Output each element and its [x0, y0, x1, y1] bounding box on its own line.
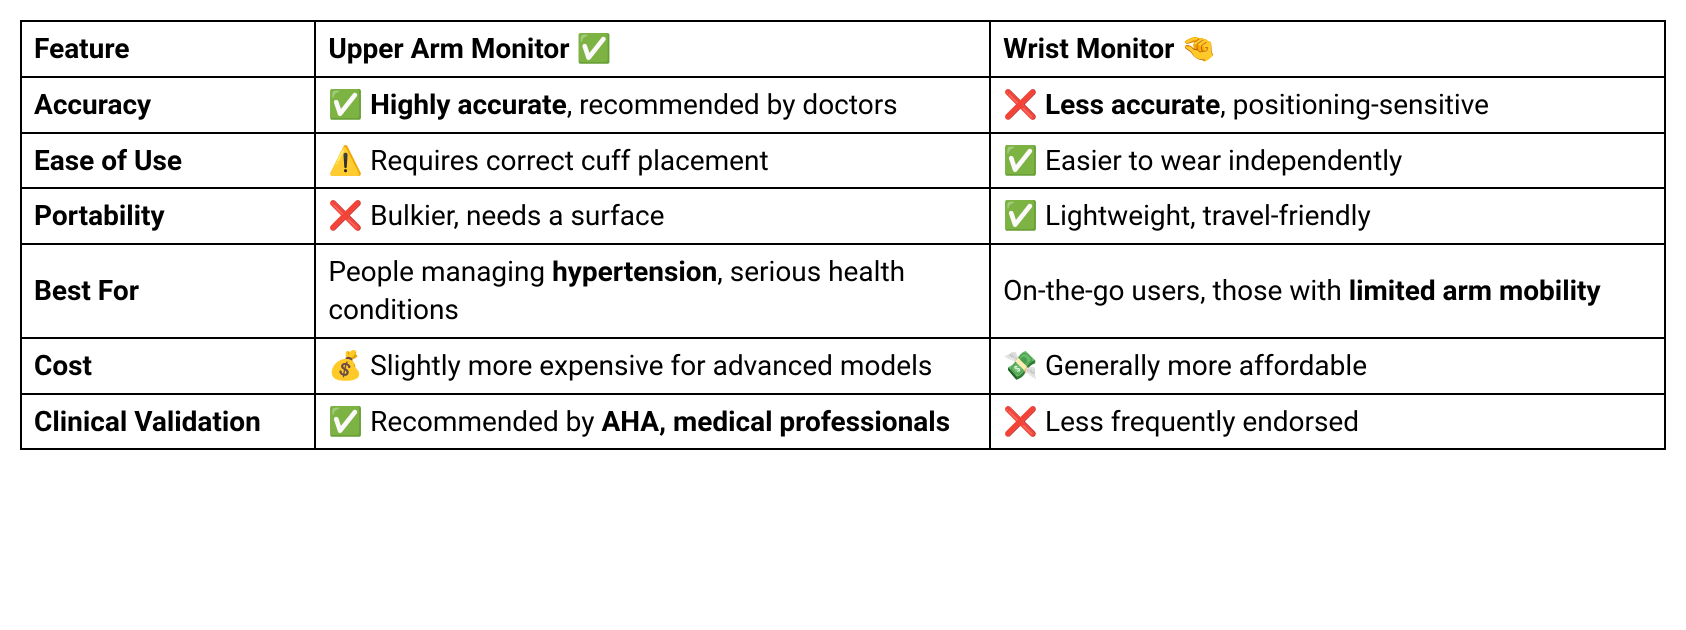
check-icon: ✅: [328, 88, 363, 121]
cell-bold: Highly accurate: [370, 88, 567, 121]
cell-bold: AHA, medical professionals: [601, 405, 950, 438]
cell-wrist: On-the-go users, those with limited arm …: [990, 244, 1665, 338]
header-feature: Feature: [21, 21, 315, 77]
table-row: Ease of Use ⚠️ Requires correct cuff pla…: [21, 133, 1665, 189]
cell-bold: hypertension: [552, 255, 717, 288]
cell-upper-arm: ✅ Recommended by AHA, medical profession…: [315, 394, 990, 450]
cell-upper-arm: 💰 Slightly more expensive for advanced m…: [315, 338, 990, 394]
cell-rest: Lightweight, travel-friendly: [1045, 199, 1371, 232]
cross-icon: ❌: [1003, 405, 1038, 438]
cell-rest: , recommended by doctors: [567, 88, 898, 121]
cell-wrist: ✅ Easier to wear independently: [990, 133, 1665, 189]
warning-icon: ⚠️: [328, 144, 363, 177]
cell-rest: Slightly more expensive for advanced mod…: [370, 349, 932, 382]
cell-rest: Requires correct cuff placement: [370, 144, 768, 177]
cell-wrist: ❌ Less accurate, positioning-sensitive: [990, 77, 1665, 133]
feature-label: Portability: [21, 188, 315, 244]
check-icon: ✅: [576, 32, 611, 65]
cell-pre: People managing: [328, 255, 552, 288]
cross-icon: ❌: [328, 199, 363, 232]
feature-label: Accuracy: [21, 77, 315, 133]
table-row: Best For People managing hypertension, s…: [21, 244, 1665, 338]
header-wrist: Wrist Monitor 🤏: [990, 21, 1665, 77]
cell-rest: Easier to wear independently: [1045, 144, 1402, 177]
cell-bold: limited arm mobility: [1349, 274, 1601, 307]
table-row: Clinical Validation ✅ Recommended by AHA…: [21, 394, 1665, 450]
cell-rest: Generally more affordable: [1045, 349, 1367, 382]
cell-pre: Recommended by: [370, 405, 601, 438]
table-row: Accuracy ✅ Highly accurate, recommended …: [21, 77, 1665, 133]
cross-icon: ❌: [1003, 88, 1038, 121]
check-icon: ✅: [1003, 144, 1038, 177]
moneybag-icon: 💰: [328, 349, 363, 382]
header-upper-arm: Upper Arm Monitor ✅: [315, 21, 990, 77]
cell-rest: Bulkier, needs a surface: [370, 199, 664, 232]
feature-label: Cost: [21, 338, 315, 394]
table-row: Portability ❌ Bulkier, needs a surface ✅…: [21, 188, 1665, 244]
cell-upper-arm: ❌ Bulkier, needs a surface: [315, 188, 990, 244]
feature-label: Clinical Validation: [21, 394, 315, 450]
header-wrist-label: Wrist Monitor: [1003, 32, 1174, 65]
comparison-table: Feature Upper Arm Monitor ✅ Wrist Monito…: [20, 20, 1666, 450]
money-wings-icon: 💸: [1003, 349, 1038, 382]
pinch-icon: 🤏: [1181, 32, 1216, 65]
cell-upper-arm: People managing hypertension, serious he…: [315, 244, 990, 338]
table-header-row: Feature Upper Arm Monitor ✅ Wrist Monito…: [21, 21, 1665, 77]
feature-label: Ease of Use: [21, 133, 315, 189]
check-icon: ✅: [328, 405, 363, 438]
check-icon: ✅: [1003, 199, 1038, 232]
header-upper-arm-label: Upper Arm Monitor: [328, 32, 569, 65]
cell-upper-arm: ⚠️ Requires correct cuff placement: [315, 133, 990, 189]
cell-bold: Less accurate: [1045, 88, 1220, 121]
cell-rest: , positioning-sensitive: [1220, 88, 1489, 121]
cell-wrist: 💸 Generally more affordable: [990, 338, 1665, 394]
cell-rest: Less frequently endorsed: [1045, 405, 1359, 438]
table-row: Cost 💰 Slightly more expensive for advan…: [21, 338, 1665, 394]
feature-label: Best For: [21, 244, 315, 338]
cell-pre: On-the-go users, those with: [1003, 274, 1349, 307]
cell-wrist: ❌ Less frequently endorsed: [990, 394, 1665, 450]
cell-wrist: ✅ Lightweight, travel-friendly: [990, 188, 1665, 244]
cell-upper-arm: ✅ Highly accurate, recommended by doctor…: [315, 77, 990, 133]
